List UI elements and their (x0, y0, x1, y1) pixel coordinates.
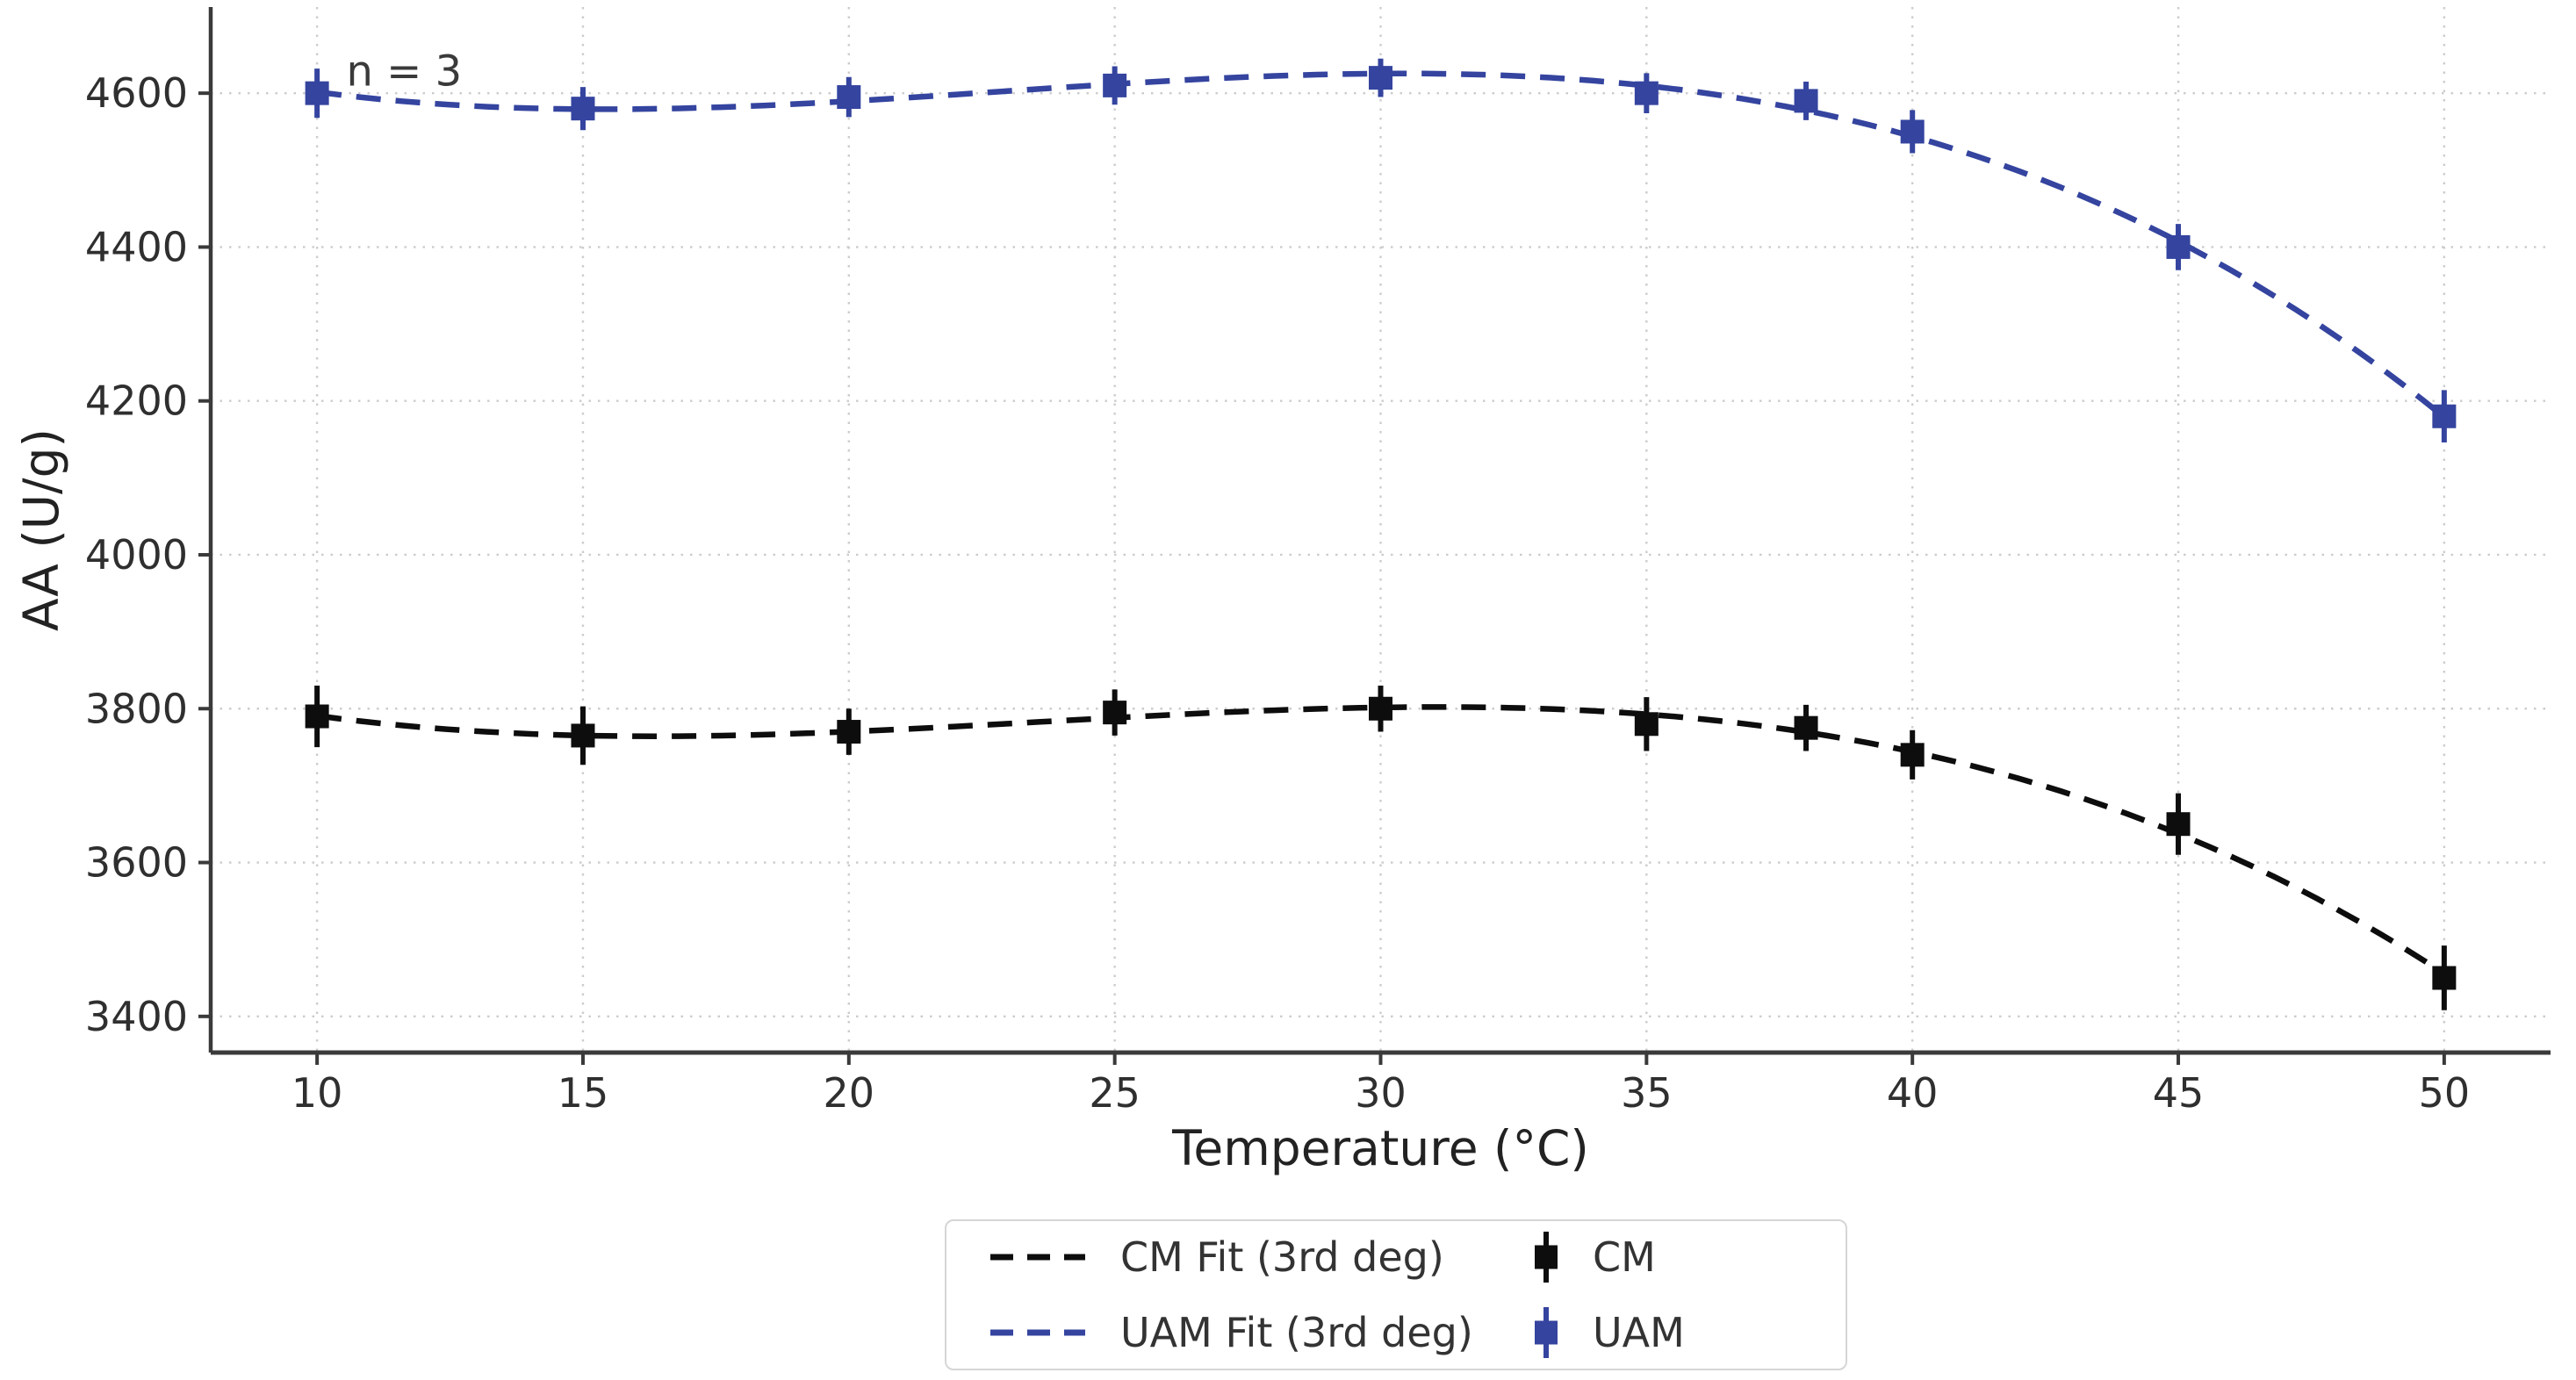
uam-data-point (1794, 89, 1818, 113)
annotation-n: n = 3 (346, 47, 462, 97)
legend-label-uam-fit: UAM Fit (3rd deg) (1120, 1309, 1473, 1356)
cm-data-point (305, 704, 329, 729)
cm-data-point (1900, 743, 1925, 767)
cm-data-point (1103, 701, 1127, 725)
x-tick-label: 30 (1355, 1069, 1407, 1117)
y-tick-label: 3800 (85, 685, 188, 732)
legend-entry-uam: UAM (1533, 1305, 1828, 1360)
cm-data-point (2432, 966, 2457, 990)
legend-entry-cm: CM (1533, 1230, 1828, 1284)
cm-data-point (1369, 696, 1392, 721)
y-tick-label: 4600 (85, 69, 188, 117)
uam-data-point (1634, 81, 1659, 105)
cm-fit-line (316, 704, 2446, 976)
y-tick-label: 4000 (85, 531, 188, 579)
uam-data-point (2166, 234, 2191, 259)
cm-data-point (2166, 812, 2191, 837)
uam-data-point (1900, 119, 1925, 144)
x-tick-label: 25 (1089, 1069, 1140, 1117)
legend-entry-uam-fit: UAM Fit (3rd deg) (989, 1305, 1533, 1360)
cm-data-point (837, 720, 861, 744)
x-tick-label: 10 (291, 1069, 343, 1117)
legend: CM Fit (3rd deg) CM UAM Fit (3rd deg) (945, 1219, 1847, 1370)
uam-fit-dashed-line-icon (989, 1326, 1087, 1339)
y-tick-label: 3600 (85, 839, 188, 887)
uam-fit-line (316, 70, 2446, 420)
x-tick-label: 35 (1621, 1069, 1673, 1117)
legend-label-uam: UAM (1593, 1309, 1685, 1356)
x-tick-label: 15 (558, 1069, 609, 1117)
x-tick-label: 40 (1887, 1069, 1939, 1117)
legend-label-cm: CM (1593, 1233, 1656, 1281)
uam-data-point (2432, 404, 2457, 428)
cm-data-point (571, 723, 595, 748)
uam-data-point (837, 85, 861, 110)
uam-data-point (1103, 73, 1127, 97)
y-tick-label: 3400 (85, 993, 188, 1040)
uam-data-point (305, 81, 329, 105)
x-tick-label: 45 (2153, 1069, 2205, 1117)
y-axis-label: AA (U/g) (13, 428, 69, 631)
cm-data-point (1794, 715, 1818, 740)
x-tick-label: 50 (2419, 1069, 2471, 1117)
uam-data-point (1369, 66, 1392, 90)
uam-errorbar-marker-icon (1533, 1305, 1559, 1360)
x-tick-label: 20 (824, 1069, 875, 1117)
uam-data-point (571, 97, 595, 121)
cm-errorbar-marker-icon (1533, 1230, 1559, 1284)
cm-fit-dashed-line-icon (989, 1251, 1087, 1263)
y-tick-label: 4200 (85, 377, 188, 425)
legend-label-cm-fit: CM Fit (3rd deg) (1120, 1233, 1444, 1281)
y-tick-label: 4400 (85, 223, 188, 270)
legend-entry-cm-fit: CM Fit (3rd deg) (989, 1230, 1533, 1284)
x-axis-label: Temperature (°C) (1171, 1120, 1589, 1176)
cm-data-point (1634, 712, 1659, 737)
